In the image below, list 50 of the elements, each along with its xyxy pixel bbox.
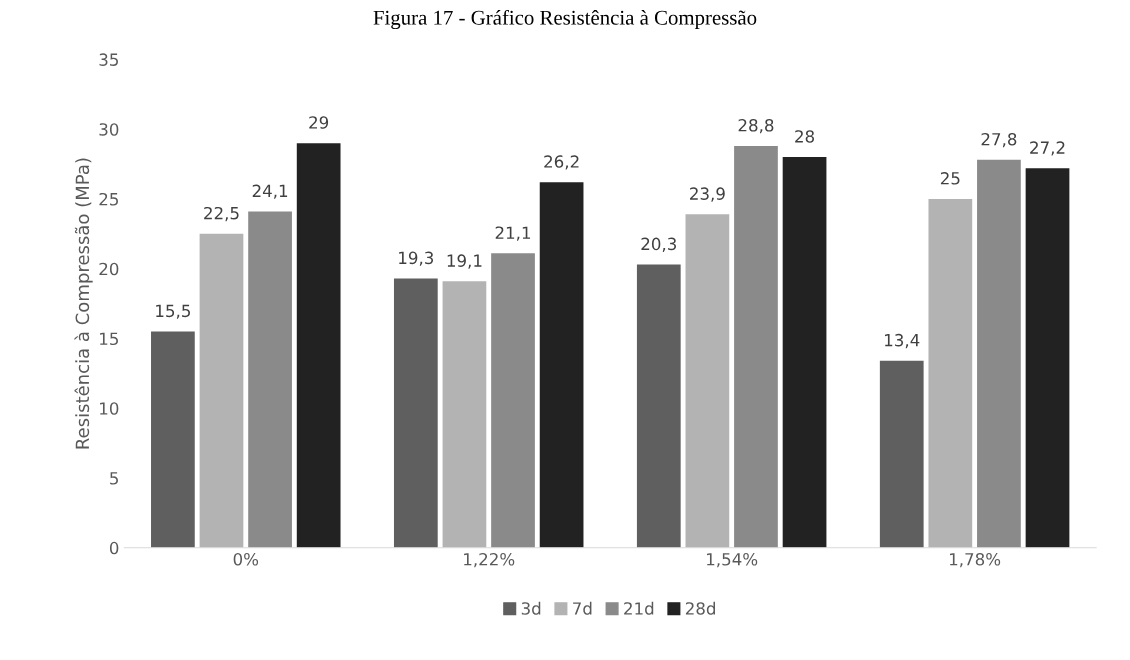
bar: [879, 360, 924, 548]
data-label: 22,5: [204, 206, 239, 222]
bar: [977, 159, 1021, 548]
bar: [393, 278, 438, 548]
bar: [636, 264, 681, 548]
bar: [782, 157, 827, 548]
y-tick-label: 10: [100, 402, 119, 415]
bar: [248, 211, 292, 548]
legend-label: 21d: [624, 601, 654, 615]
y-tick-label: 35: [99, 53, 118, 66]
data-label: 24,1: [252, 184, 288, 199]
x-tick-label: 0%: [233, 552, 259, 566]
bar: [199, 233, 244, 548]
x-tick-label: 1,54%: [707, 552, 758, 568]
data-label: 13,4: [885, 333, 920, 349]
legend-label: 3d: [521, 601, 541, 615]
y-tick-label: 0: [109, 541, 119, 555]
data-label: 25: [940, 172, 960, 185]
legend-label: 7d: [573, 601, 592, 615]
y-tick-label: 5: [110, 472, 118, 485]
data-label: 20,3: [641, 237, 677, 252]
data-label: 28,8: [738, 118, 774, 134]
y-tick-label: 20: [99, 262, 119, 276]
legend-label: 28d: [685, 601, 715, 615]
data-label: 19,1: [447, 254, 482, 269]
y-tick-label: 25: [99, 192, 118, 206]
x-tick-label: 1,78%: [949, 552, 1001, 568]
y-axis-title: Resistência à Compressão (MPa): [74, 158, 93, 449]
bar: [296, 143, 341, 548]
data-label: 26,2: [544, 155, 579, 170]
bar: [685, 214, 730, 548]
chart-title: Figura 17 - Gráfico Resistência à Compressão: [373, 9, 757, 30]
data-label: 15,5: [156, 304, 190, 319]
bar: [928, 198, 973, 548]
data-label: 23,9: [690, 187, 725, 202]
bar: [1025, 168, 1070, 548]
data-label: 27,2: [1030, 141, 1065, 156]
data-label: 29: [309, 116, 329, 129]
data-label: 28: [795, 130, 815, 143]
data-label: 19,3: [399, 251, 434, 266]
bar: [491, 253, 535, 548]
data-label: 21,1: [495, 226, 531, 241]
bar: [151, 331, 195, 548]
y-tick-label: 30: [99, 123, 119, 136]
bar: [734, 145, 778, 548]
data-label: 27,8: [981, 132, 1017, 148]
bar: [539, 182, 584, 548]
y-tick-label: 15: [100, 332, 118, 346]
bar: [442, 281, 487, 548]
x-tick-label: 1,22%: [464, 552, 515, 568]
